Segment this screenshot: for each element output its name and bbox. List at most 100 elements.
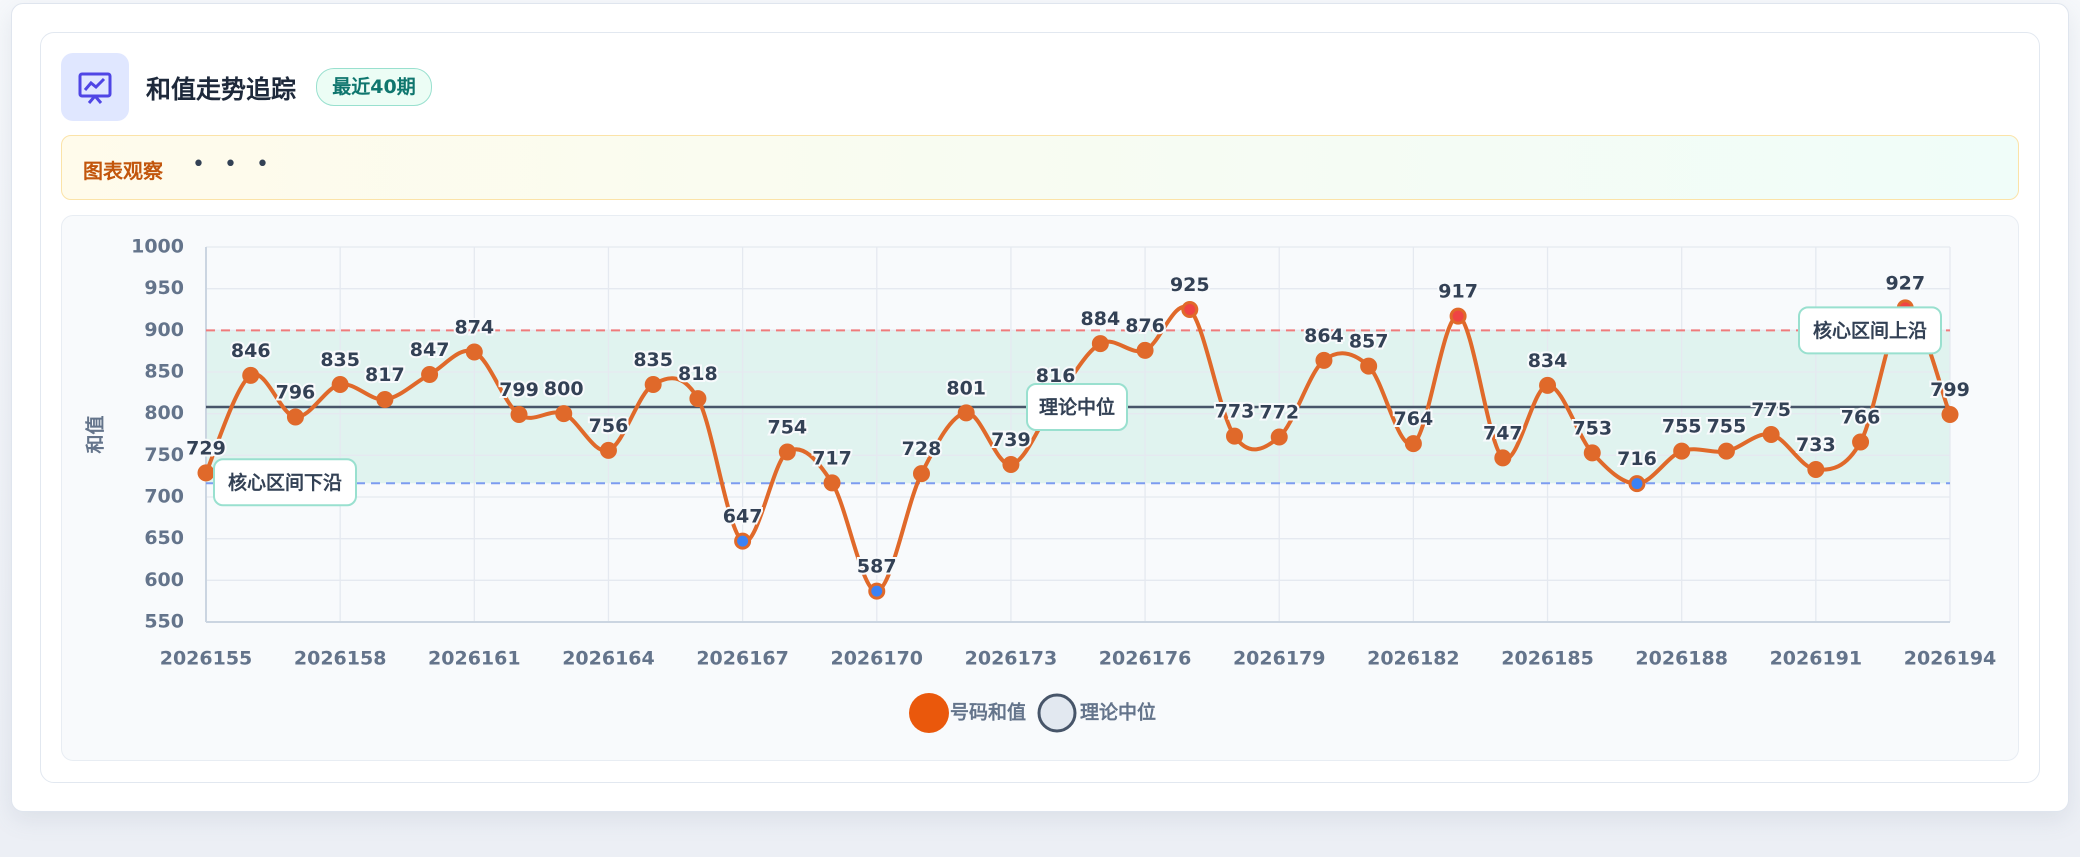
value-label: 587: [857, 556, 897, 578]
data-point: [689, 390, 707, 408]
data-point: [644, 376, 662, 393]
annotation-label: 理论中位: [1039, 396, 1115, 419]
data-point: [1941, 406, 1959, 423]
value-label: 755: [1707, 416, 1747, 438]
annotation-label: 核心区间上沿: [1813, 319, 1927, 342]
data-point: [1494, 449, 1512, 467]
value-label: 756: [589, 415, 629, 437]
legend-marker: [909, 693, 949, 733]
data-point: [465, 343, 483, 361]
value-label: 773: [1215, 401, 1255, 423]
value-label: 739: [991, 429, 1031, 451]
chart-panel: [61, 215, 2019, 761]
y-tick-label: 950: [144, 277, 184, 299]
observation-content: • • •: [192, 152, 275, 177]
data-point: [1449, 307, 1467, 325]
data-point: [1360, 357, 1378, 375]
value-label: 834: [1528, 350, 1568, 372]
data-point: [1762, 426, 1780, 443]
data-point: [421, 366, 439, 383]
x-tick-label: 2026173: [965, 648, 1058, 670]
x-tick-label: 2026158: [294, 648, 387, 670]
data-point: [1181, 301, 1199, 318]
data-point: [957, 404, 975, 422]
value-label: 753: [1572, 417, 1612, 439]
period-badge: 最近40期: [316, 68, 432, 106]
value-label: 799: [499, 379, 539, 401]
data-point: [823, 474, 841, 492]
value-label: 857: [1349, 331, 1389, 353]
x-tick-label: 2026179: [1233, 648, 1326, 670]
value-label: 747: [1483, 422, 1523, 444]
y-tick-label: 600: [144, 569, 184, 591]
data-point: [1091, 335, 1109, 353]
data-point: [510, 406, 528, 423]
y-tick-label: 700: [144, 486, 184, 508]
annotation-box: [213, 458, 357, 507]
observation-bar[interactable]: 图表观察 • • •: [61, 135, 2019, 200]
card-title: 和值走势追踪: [146, 75, 297, 104]
legend-label: 理论中位: [1080, 701, 1156, 724]
y-tick-label: 650: [144, 527, 184, 549]
y-tick-label: 550: [144, 611, 184, 633]
value-label: 874: [454, 317, 494, 339]
legend-marker: [1037, 693, 1077, 733]
data-point: [868, 582, 886, 600]
data-point: [1315, 351, 1333, 369]
data-point: [242, 366, 260, 384]
x-tick-label: 2026185: [1501, 648, 1594, 670]
x-tick-label: 2026176: [1099, 648, 1192, 670]
annotation-box: [1026, 383, 1128, 431]
icon-graphic: [78, 72, 112, 104]
value-label: 796: [276, 382, 316, 404]
data-point: [599, 441, 617, 459]
data-point: [1136, 341, 1154, 359]
data-point: [912, 465, 930, 483]
x-tick-label: 2026170: [830, 648, 923, 670]
y-tick-label: 750: [144, 444, 184, 466]
value-label: 647: [723, 506, 763, 528]
x-tick-label: 2026188: [1635, 648, 1728, 670]
value-label: 754: [767, 417, 807, 439]
value-label: 847: [410, 339, 450, 361]
value-label: 835: [320, 349, 360, 371]
data-point: [286, 408, 304, 426]
annotation-label: 核心区间下沿: [228, 471, 342, 494]
value-label: 927: [1885, 272, 1925, 294]
value-label: 733: [1796, 434, 1836, 456]
data-point: [1807, 461, 1825, 478]
y-tick-label: 1000: [131, 236, 184, 258]
data-point: [1628, 475, 1646, 493]
value-label: 835: [633, 349, 673, 371]
data-point: [331, 376, 349, 393]
data-point: [555, 405, 573, 423]
value-label: 716: [1617, 448, 1657, 470]
value-label: 717: [812, 447, 852, 469]
annotation-box: [1798, 306, 1942, 355]
value-label: 766: [1841, 407, 1881, 429]
value-label: 729: [186, 437, 226, 459]
x-tick-label: 2026164: [562, 648, 655, 670]
value-label: 846: [231, 340, 271, 362]
value-label: 755: [1662, 416, 1702, 438]
value-label: 917: [1438, 281, 1478, 303]
y-tick-label: 850: [144, 361, 184, 383]
value-label: 775: [1751, 399, 1791, 421]
data-point: [1002, 456, 1020, 473]
legend-label: 号码和值: [950, 701, 1026, 724]
data-point: [1583, 444, 1601, 462]
data-point: [197, 464, 215, 482]
value-label: 800: [544, 378, 584, 400]
value-label: 925: [1170, 274, 1210, 296]
y-tick-label: 800: [144, 402, 184, 424]
data-point: [1404, 435, 1422, 453]
value-label: 799: [1930, 379, 1970, 401]
y-tick-label: 900: [144, 319, 184, 341]
observation-label: 图表观察: [83, 159, 163, 183]
x-tick-label: 2026194: [1904, 648, 1997, 670]
data-point: [1852, 433, 1870, 451]
x-tick-label: 2026191: [1770, 648, 1863, 670]
value-label: 817: [365, 364, 405, 386]
